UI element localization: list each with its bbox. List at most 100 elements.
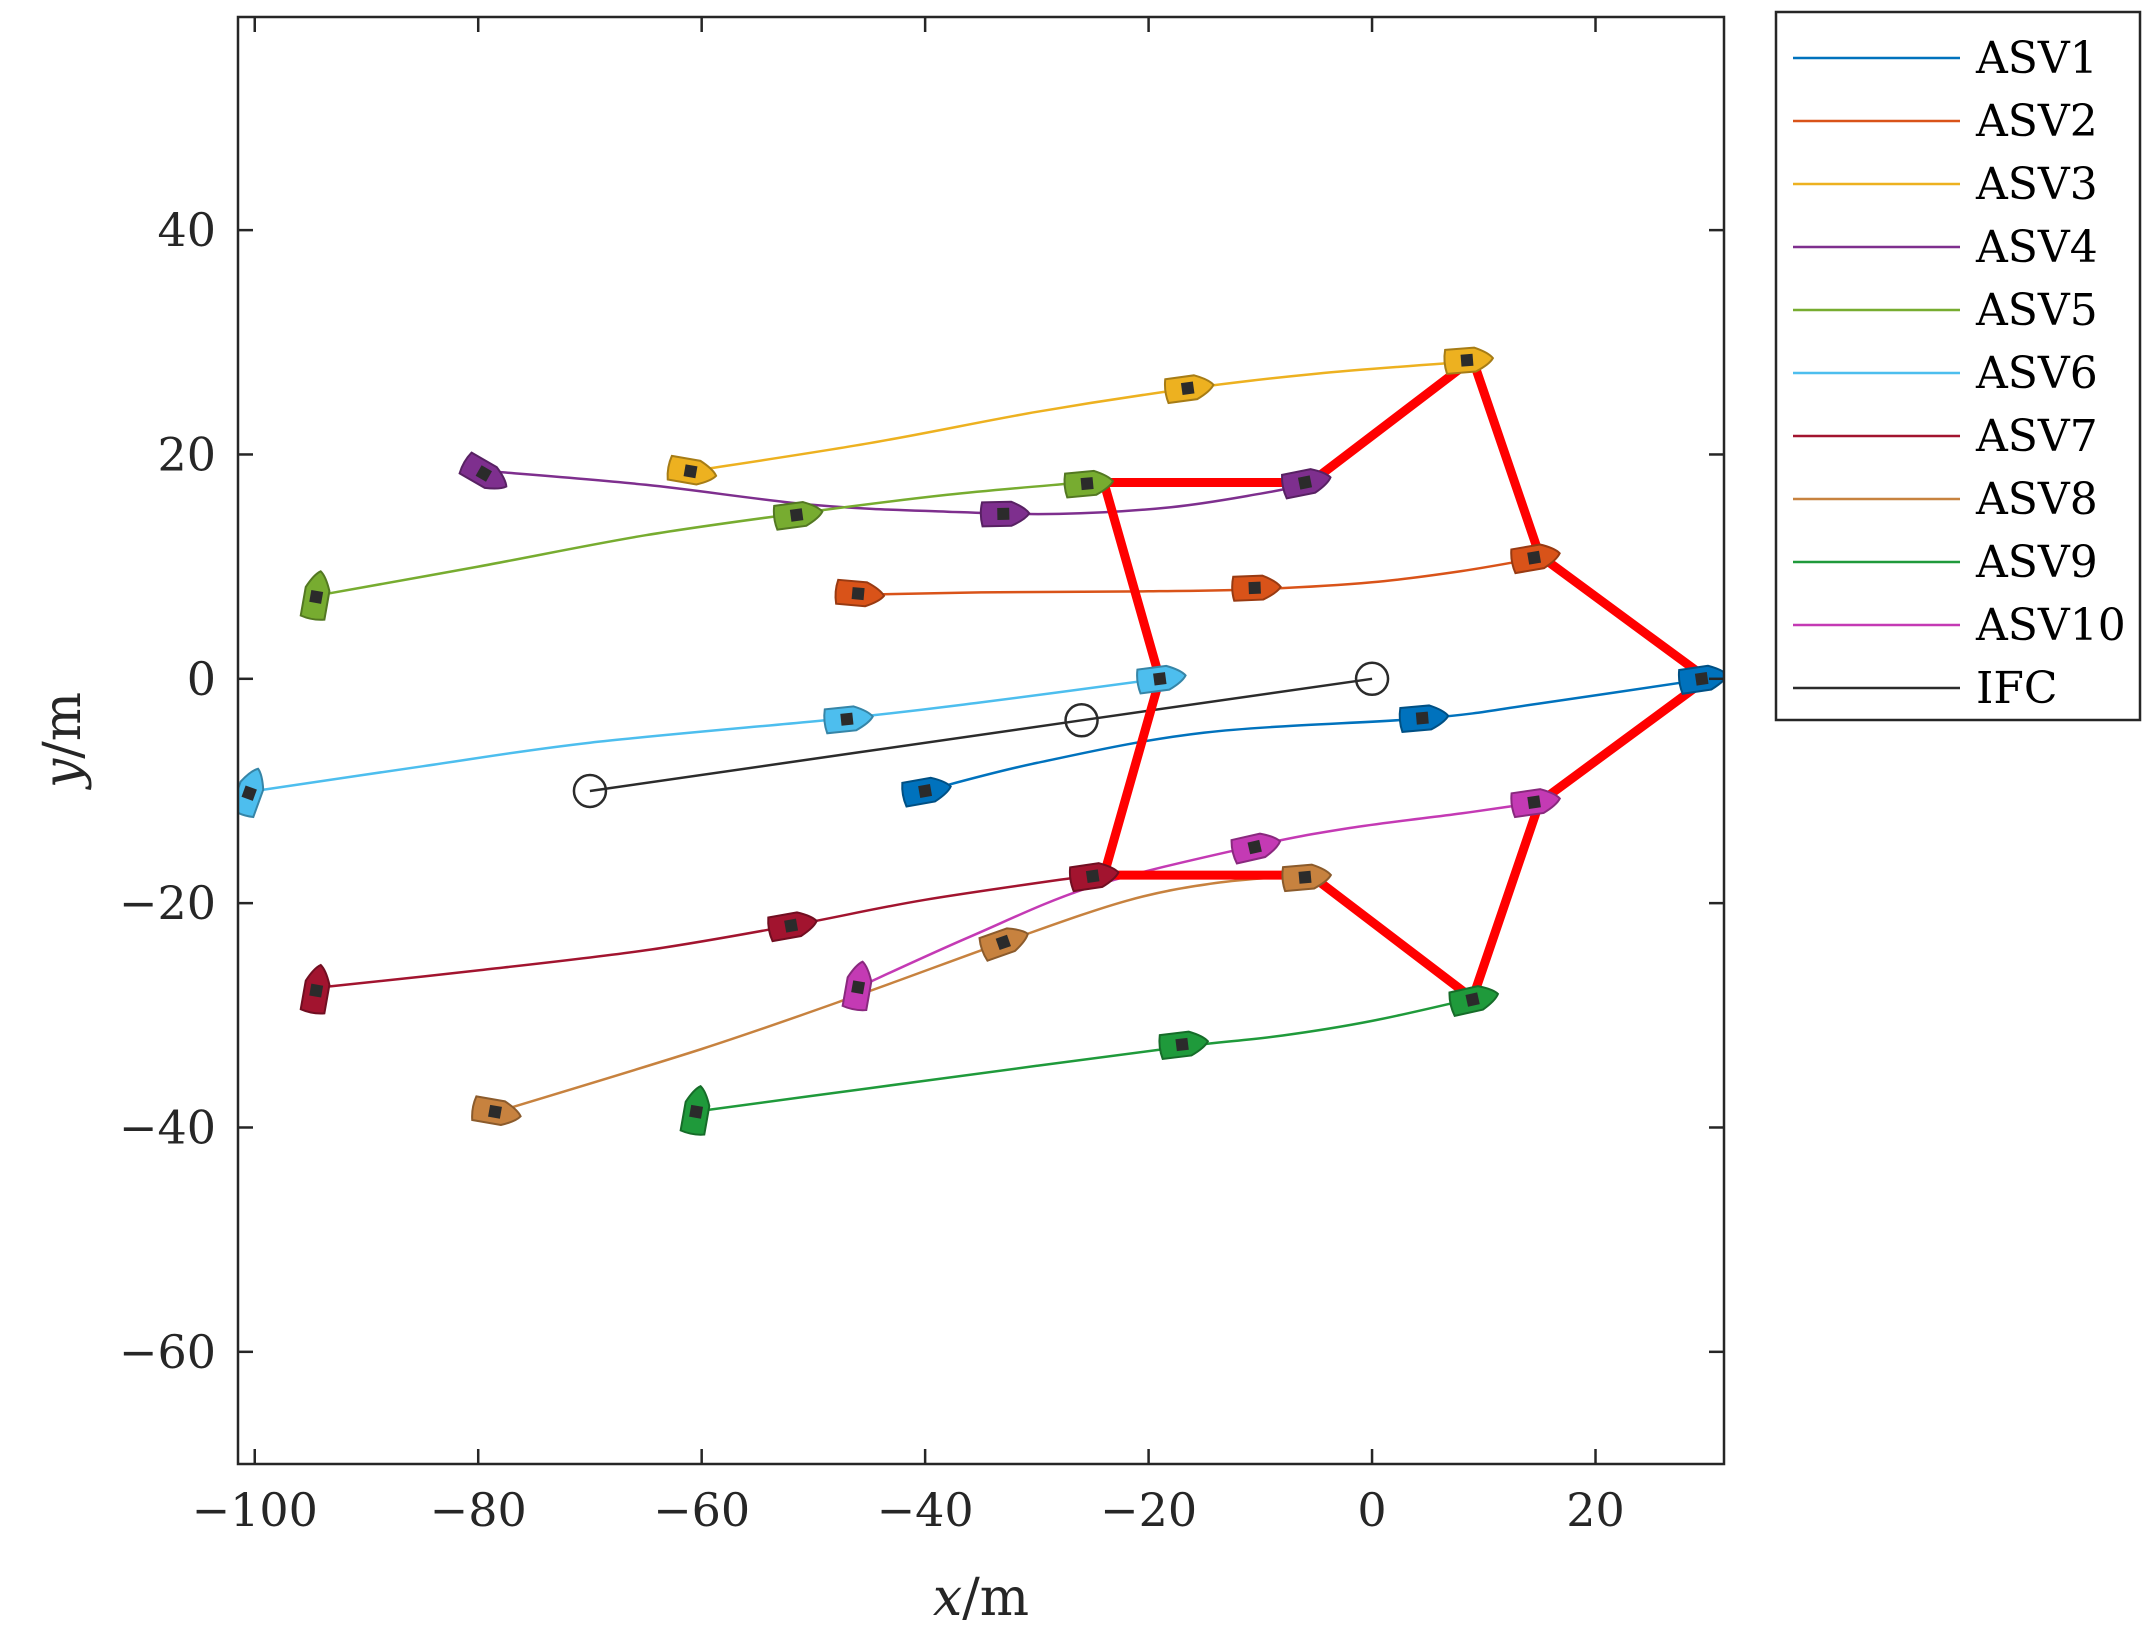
asv3-vessel-cabin bbox=[1180, 381, 1195, 396]
asv7-vessel-cabin bbox=[784, 918, 799, 933]
asv2-vessel-cabin bbox=[1527, 550, 1542, 565]
y-axis-title: y/m bbox=[33, 692, 93, 790]
asv1-vessel-cabin bbox=[1415, 711, 1429, 725]
legend-label-asv2: ASV2 bbox=[1975, 96, 2098, 147]
asv5-trajectory bbox=[321, 481, 1082, 596]
asv9-trajectory bbox=[701, 997, 1473, 1112]
asv8-vessel-marker bbox=[471, 1095, 522, 1127]
asv1-vessel-marker bbox=[1677, 664, 1724, 695]
asv2-vessel-cabin bbox=[851, 587, 865, 601]
legend: ASV1 ASV2 ASV3 ASV4 ASV5 ASV6 ASV7 ASV8 ASV9 ASV1… bbox=[1774, 10, 2142, 722]
asv5-vessel-cabin bbox=[789, 508, 804, 522]
asv8-vessel-marker bbox=[1281, 863, 1333, 893]
x-axis-title: x/m bbox=[933, 1568, 1029, 1628]
asv1-vessel-marker bbox=[901, 776, 952, 808]
asv5-vessel-marker bbox=[1063, 469, 1115, 499]
asv7-vessel-cabin bbox=[1085, 869, 1100, 884]
legend-label-asv5: ASV5 bbox=[1975, 285, 2098, 336]
legend-label-asv8: ASV8 bbox=[1975, 474, 2098, 525]
asv5-vessel-cabin bbox=[1080, 477, 1094, 491]
asv8-vessel-cabin bbox=[995, 934, 1011, 951]
asv3-vessel-marker bbox=[666, 454, 718, 486]
asv1-trajectory bbox=[924, 677, 1708, 793]
asv3-trajectory bbox=[690, 360, 1473, 473]
x-tick-label: −40 bbox=[877, 1483, 974, 1537]
asv7-vessel-cabin bbox=[309, 983, 324, 998]
legend-box bbox=[1774, 10, 2142, 722]
asv7-vessel-marker bbox=[767, 911, 818, 943]
x-tick-label: 0 bbox=[1357, 1483, 1386, 1537]
x-tick-label: −20 bbox=[1100, 1483, 1197, 1537]
asv1-vessel-cabin bbox=[1694, 671, 1709, 686]
x-tick-label: −80 bbox=[430, 1483, 527, 1537]
asv2-vessel-cabin bbox=[1248, 581, 1261, 595]
asv5-vessel-marker bbox=[299, 570, 331, 621]
asv4-vessel-marker bbox=[1280, 468, 1332, 500]
y-tick-label: −40 bbox=[119, 1100, 216, 1154]
y-tick-label: −60 bbox=[119, 1325, 216, 1379]
asv3-vessel-cabin bbox=[1460, 353, 1474, 367]
asv10-vessel-cabin bbox=[851, 980, 866, 995]
asv9-vessel-marker bbox=[1448, 985, 1500, 1018]
asv8-trajectory bbox=[500, 873, 1306, 1112]
asv9-vessel-cabin bbox=[1465, 992, 1480, 1007]
asv3-vessel-marker bbox=[1163, 374, 1215, 405]
ifc-marker bbox=[1064, 703, 1099, 738]
asv8-vessel-cabin bbox=[488, 1104, 502, 1119]
asv6-vessel-cabin bbox=[241, 785, 257, 801]
y-tick-label: 0 bbox=[187, 652, 216, 706]
asv4-vessel-cabin bbox=[1297, 475, 1313, 490]
asv6-vessel-marker bbox=[1136, 664, 1187, 695]
asv9-vessel-cabin bbox=[1175, 1037, 1189, 1052]
legend-label-asv4: ASV4 bbox=[1975, 222, 2098, 273]
y-tick-label: 20 bbox=[157, 427, 216, 481]
asv4-vessel-marker bbox=[458, 451, 508, 490]
plot-frame bbox=[236, 15, 1726, 1466]
x-tick-label: −100 bbox=[192, 1483, 318, 1537]
y-axis-var: y bbox=[33, 758, 93, 790]
ifc-trajectory bbox=[589, 677, 1373, 793]
asv10-trajectory bbox=[857, 800, 1540, 989]
x-tick-label: −60 bbox=[653, 1483, 750, 1537]
legend-label-ifc: IFC bbox=[1976, 663, 2058, 714]
asv8-vessel-marker bbox=[978, 927, 1029, 962]
asv2-vessel-marker bbox=[1231, 574, 1282, 602]
legend-label-asv3: ASV3 bbox=[1975, 159, 2098, 210]
ifc-marker bbox=[1354, 661, 1390, 697]
asv4-vessel-cabin bbox=[997, 507, 1010, 521]
asv9-vessel-marker bbox=[679, 1085, 711, 1136]
asv4-vessel-marker bbox=[979, 500, 1031, 528]
asv5-vessel-marker bbox=[772, 501, 824, 531]
x-axis-var: x bbox=[933, 1568, 962, 1628]
asv9-vessel-cabin bbox=[689, 1104, 704, 1119]
asv6-trajectory bbox=[254, 677, 1160, 793]
legend-label-asv1: ASV1 bbox=[1975, 33, 2098, 84]
y-axis-unit: /m bbox=[33, 692, 93, 759]
asv1-vessel-cabin bbox=[918, 784, 933, 798]
series-layer bbox=[254, 360, 1708, 1112]
asv7-vessel-marker bbox=[1068, 862, 1120, 893]
legend-label-asv7: ASV7 bbox=[1975, 411, 2098, 462]
asv8-vessel-cabin bbox=[1298, 870, 1312, 884]
ifc-marker bbox=[572, 773, 608, 809]
asv10-vessel-marker bbox=[1510, 788, 1562, 819]
asv4-trajectory bbox=[489, 470, 1317, 516]
asv10-vessel-marker bbox=[841, 960, 873, 1012]
y-tick-label: −20 bbox=[119, 876, 216, 930]
asv2-vessel-marker bbox=[1510, 543, 1561, 575]
asv2-vessel-marker bbox=[834, 578, 886, 608]
tick-layer: −100 −80 −60 −40 −20 0 20 −60 −40 −20 0 20 40 bbox=[119, 17, 1724, 1537]
y-tick-label: 40 bbox=[157, 203, 216, 257]
asv10-vessel-cabin bbox=[1527, 795, 1541, 809]
asv6-vessel-cabin bbox=[1153, 672, 1167, 686]
x-tick-label: 20 bbox=[1566, 1483, 1625, 1537]
legend-label-asv9: ASV9 bbox=[1975, 537, 2098, 588]
asv3-vessel-cabin bbox=[683, 464, 698, 479]
legend-label-asv10: ASV10 bbox=[1975, 600, 2126, 651]
asv6-vessel-marker bbox=[823, 705, 874, 735]
asv5-vessel-cabin bbox=[309, 589, 324, 604]
asv1-vessel-marker bbox=[1398, 704, 1450, 733]
asv10-vessel-cabin bbox=[1247, 839, 1262, 855]
x-axis-unit: /m bbox=[962, 1568, 1029, 1628]
